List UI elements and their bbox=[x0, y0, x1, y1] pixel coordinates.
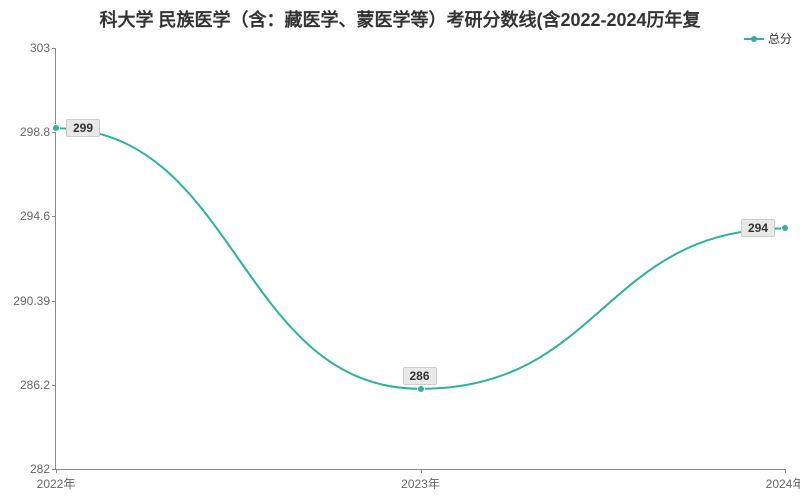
data-point-label: 294 bbox=[741, 219, 775, 237]
legend-label: 总分 bbox=[768, 30, 792, 47]
y-tick-mark bbox=[52, 301, 56, 302]
chart-container: 科大学 民族医学（含：藏医学、蒙医学等）考研分数线(含2022-2024历年复 … bbox=[0, 0, 800, 500]
x-tick-mark bbox=[56, 469, 57, 473]
data-point-label: 299 bbox=[66, 119, 100, 137]
y-tick-mark bbox=[52, 48, 56, 49]
y-tick-label: 286.2 bbox=[20, 378, 56, 392]
legend-swatch bbox=[744, 38, 764, 40]
data-point-marker bbox=[417, 385, 425, 393]
data-point-label: 286 bbox=[403, 367, 437, 385]
series-line bbox=[56, 128, 785, 389]
x-tick-label: 2024年 bbox=[766, 469, 800, 492]
data-point-marker bbox=[52, 124, 60, 132]
legend: 总分 bbox=[744, 30, 792, 47]
legend-dot bbox=[751, 36, 757, 42]
y-tick-mark bbox=[52, 385, 56, 386]
y-tick-label: 298.8 bbox=[20, 125, 56, 139]
chart-title: 科大学 民族医学（含：藏医学、蒙医学等）考研分数线(含2022-2024历年复 bbox=[0, 6, 800, 32]
y-tick-mark bbox=[52, 216, 56, 217]
line-path-svg bbox=[56, 48, 785, 469]
y-tick-label: 294.6 bbox=[20, 209, 56, 223]
x-tick-mark bbox=[785, 469, 786, 473]
y-tick-label: 290.39 bbox=[13, 294, 56, 308]
plot-area: 282286.2290.39294.6298.83032022年2023年202… bbox=[55, 48, 785, 470]
x-tick-mark bbox=[421, 469, 422, 473]
data-point-marker bbox=[781, 224, 789, 232]
y-tick-mark bbox=[52, 132, 56, 133]
